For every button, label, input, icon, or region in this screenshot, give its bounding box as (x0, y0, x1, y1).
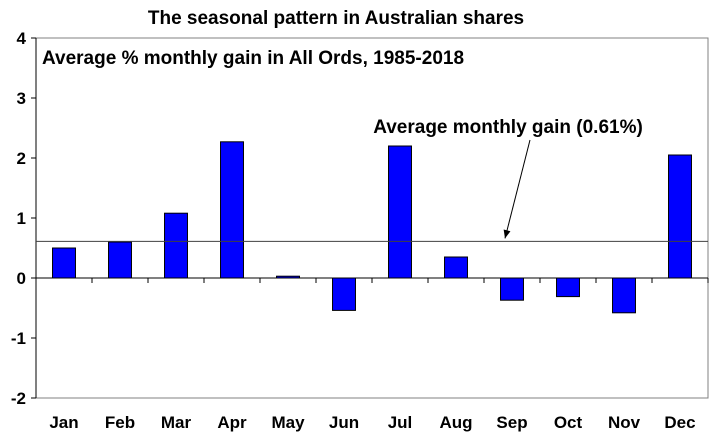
x-tick-label: Sep (496, 413, 527, 432)
y-tick-label: -2 (11, 389, 26, 408)
reference-layer: Average monthly gain (0.61%) (36, 117, 708, 242)
bars-layer (52, 141, 692, 314)
bar-jul (388, 145, 412, 279)
chart-title: The seasonal pattern in Australian share… (148, 8, 524, 29)
x-tick-label: Dec (664, 413, 695, 432)
bar-jan (52, 247, 76, 279)
x-tick-label: Apr (217, 413, 247, 432)
x-tick-label: Feb (105, 413, 135, 432)
average-annotation: Average monthly gain (0.61%) (373, 117, 643, 138)
x-tick-label: Jan (49, 413, 78, 432)
bar-aug (444, 256, 468, 279)
bar-oct (556, 277, 580, 298)
plot-area (35, 37, 709, 399)
y-tick-label: 0 (17, 269, 26, 288)
bar-apr (220, 141, 244, 279)
y-tick-label: -1 (11, 329, 26, 348)
y-tick-label: 4 (17, 29, 27, 48)
x-tick-label: Jun (329, 413, 359, 432)
x-tick-label: Jul (388, 413, 413, 432)
chart-subtitle: Average % monthly gain in All Ords, 1985… (42, 48, 464, 69)
annotation-arrowhead (503, 229, 511, 239)
bar-sep (500, 277, 524, 301)
x-tick-label: Oct (554, 413, 583, 432)
annotation-arrow (504, 139, 531, 239)
x-tick-label: May (271, 413, 305, 432)
bar-jun (332, 277, 356, 311)
bar-feb (108, 241, 132, 279)
bar-nov (612, 277, 636, 314)
y-tick-label: 1 (17, 209, 26, 228)
x-tick-label: Aug (439, 413, 472, 432)
axes-layer: -2 -1 0 1 2 3 4 Jan Feb Mar Apr May Jun Jul Aug Sep Oct N… (11, 29, 709, 432)
y-tick-label: 3 (17, 89, 26, 108)
x-tick-label: Mar (161, 413, 192, 432)
y-tick-label: 2 (17, 149, 26, 168)
bar-dec (668, 154, 692, 279)
x-tick-label: Nov (608, 413, 641, 432)
bar-mar (164, 212, 188, 279)
